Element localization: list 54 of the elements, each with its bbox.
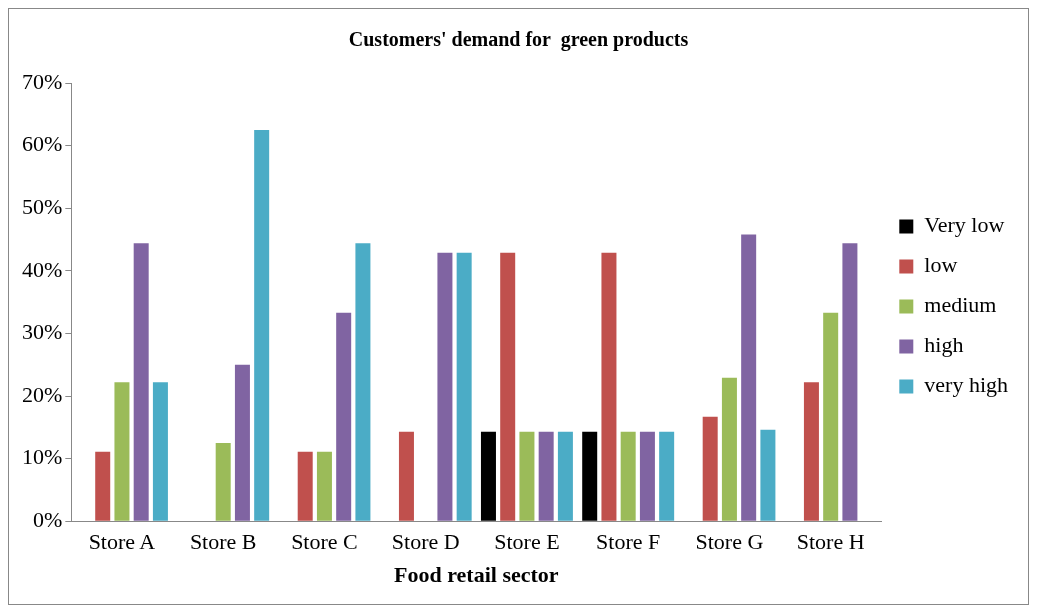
y-tick-label: 50%	[22, 193, 63, 219]
x-tick-label: Store G	[695, 529, 764, 555]
x-tick-label: Store H	[796, 529, 865, 555]
bar	[152, 382, 168, 521]
bar	[437, 252, 453, 521]
x-tick-label: Store A	[88, 529, 156, 555]
y-tick-label: 30%	[22, 319, 63, 345]
bar	[842, 243, 858, 521]
y-tick-label: 20%	[22, 381, 63, 407]
bar	[721, 377, 737, 521]
x-tick-label: Store B	[189, 529, 257, 555]
bar	[480, 431, 496, 521]
bar	[538, 431, 554, 521]
bar	[316, 451, 332, 521]
y-tick-label: 10%	[22, 444, 63, 470]
bar	[620, 431, 636, 521]
bar	[95, 451, 111, 521]
bar	[519, 431, 535, 521]
bar	[456, 252, 472, 521]
legend-label: Very low	[924, 212, 1005, 238]
bar	[823, 312, 839, 521]
y-tick-label: 60%	[22, 131, 63, 157]
legend-label: very high	[924, 372, 1008, 398]
bar	[114, 382, 130, 521]
y-tick-label: 40%	[22, 256, 63, 282]
bar	[500, 252, 516, 521]
x-tick-label: Store E	[494, 529, 560, 555]
bar	[557, 431, 573, 521]
bar	[741, 234, 757, 521]
bar	[639, 431, 655, 521]
bar	[234, 364, 250, 521]
y-tick-label: 70%	[22, 68, 63, 94]
bar	[336, 312, 352, 521]
bar	[702, 416, 718, 521]
bar	[601, 252, 617, 521]
x-axis-title: Food retail sector	[394, 562, 559, 588]
y-tick-label: 0%	[33, 506, 63, 532]
x-tick-label: Store D	[391, 529, 460, 555]
bar	[659, 431, 675, 521]
bar	[760, 429, 776, 521]
x-tick-label: Store F	[596, 529, 661, 555]
bar	[355, 243, 371, 521]
legend-label: medium	[924, 292, 997, 318]
chart-title: Customers' demand for green products	[348, 28, 689, 52]
legend-label: low	[924, 252, 958, 278]
bar	[297, 451, 313, 521]
legend-label: high	[924, 332, 964, 358]
bar	[582, 431, 598, 521]
bar	[133, 243, 149, 521]
bar	[215, 442, 231, 521]
bar	[254, 129, 270, 521]
bar	[398, 431, 414, 521]
x-tick-label: Store C	[291, 529, 358, 555]
bar	[803, 382, 819, 521]
